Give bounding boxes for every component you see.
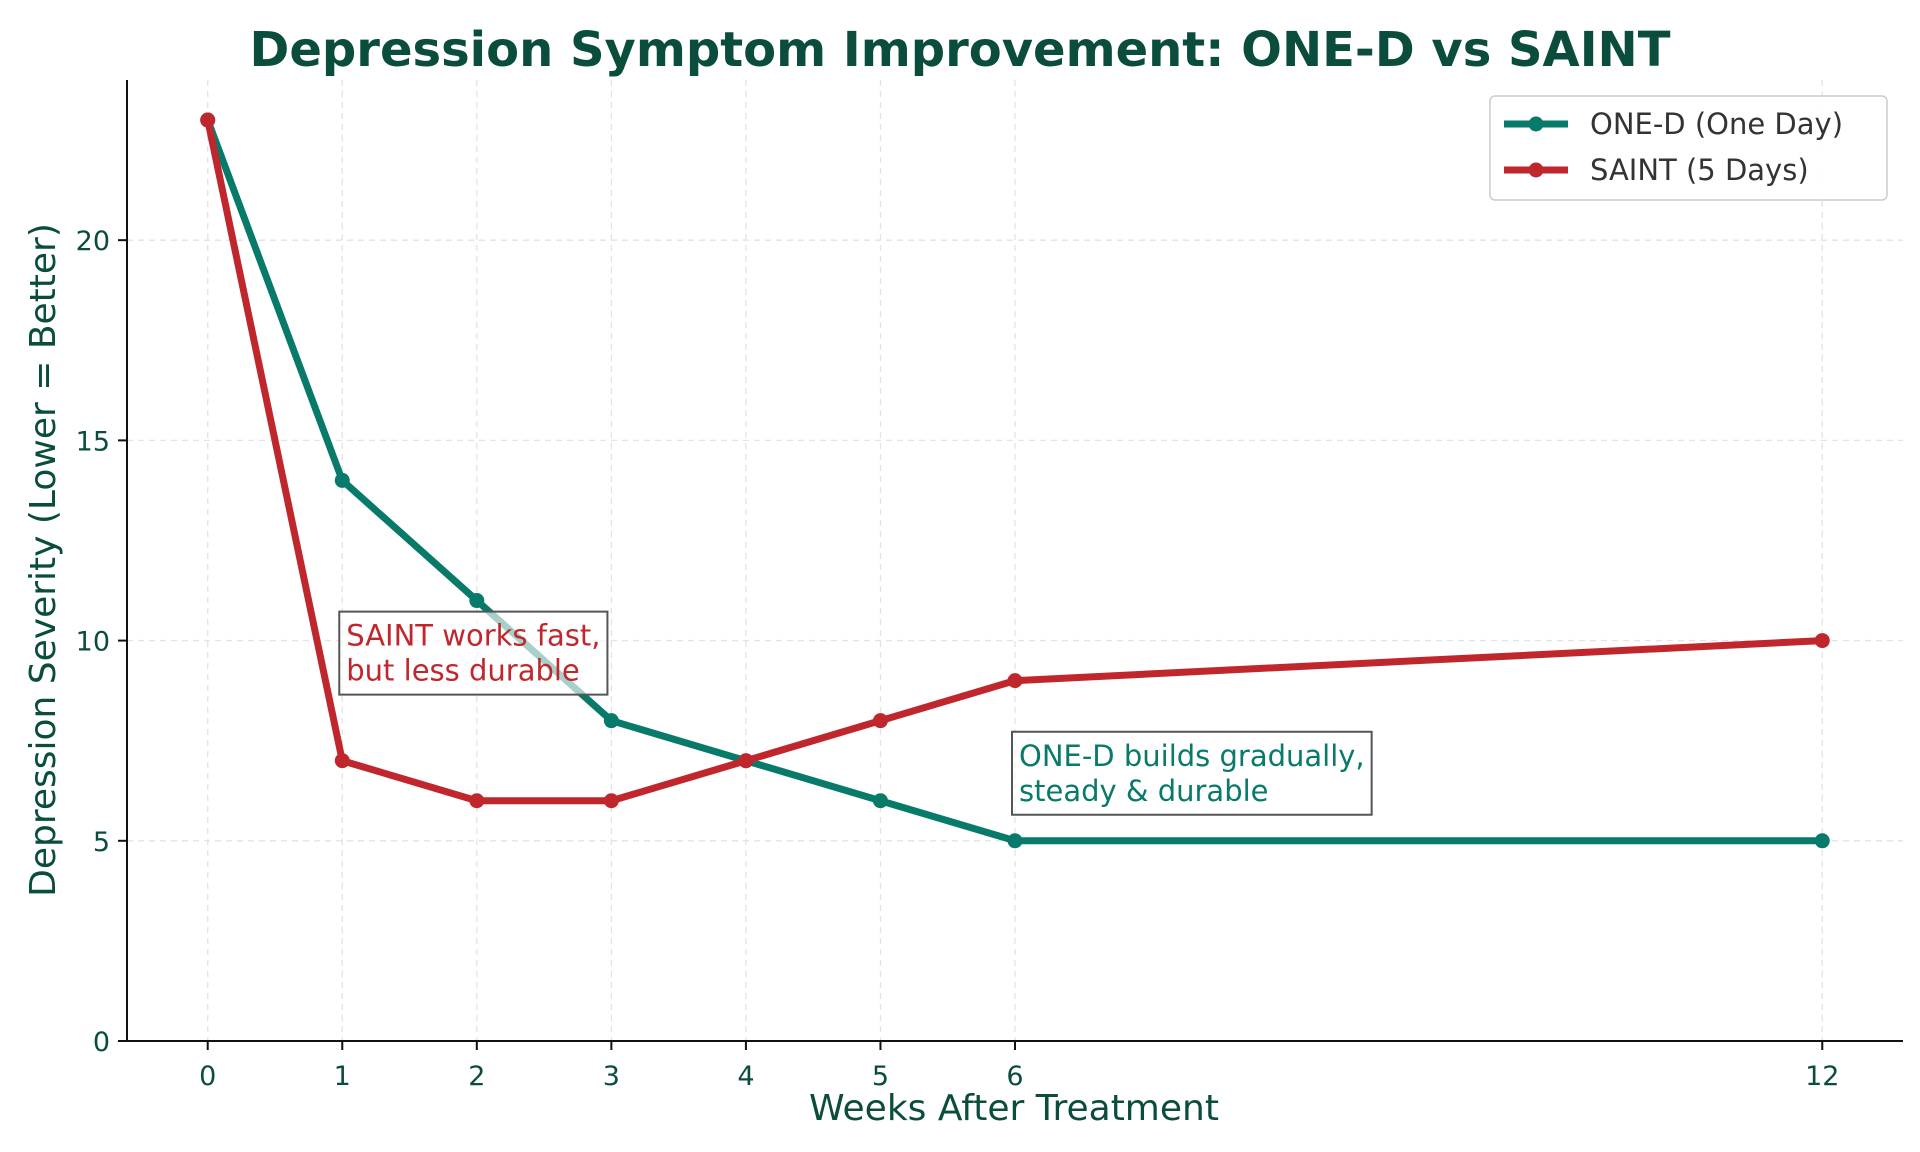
data-point <box>872 713 888 729</box>
data-point <box>200 112 216 128</box>
data-point <box>603 713 619 729</box>
series-saint <box>200 112 1830 809</box>
legend-item-saint: SAINT (5 Days) <box>1504 153 1809 187</box>
legend-label: SAINT (5 Days) <box>1590 153 1809 187</box>
x-axis-label: Weeks After Treatment <box>809 1088 1219 1129</box>
saint-annotation: SAINT works fast,but less durable <box>338 610 609 696</box>
annotation-box <box>1011 730 1373 816</box>
annotations: SAINT works fast,but less durable ONE-D b… <box>338 610 1373 816</box>
data-point <box>334 472 350 488</box>
data-point <box>334 753 350 769</box>
y-tick-label: 20 <box>76 226 110 257</box>
x-tick-label: 6 <box>1006 1061 1023 1092</box>
legend-marker <box>1528 162 1544 178</box>
data-point <box>1007 673 1023 689</box>
data-point <box>872 793 888 809</box>
data-point <box>1814 833 1830 849</box>
chart-title: Depression Symptom Improvement: ONE-D vs… <box>250 22 1671 78</box>
data-point <box>469 793 485 809</box>
y-tick-label: 10 <box>76 627 110 658</box>
y-tick-label: 0 <box>93 1027 110 1058</box>
series-lines <box>200 112 1830 849</box>
legend-label: ONE-D (One Day) <box>1590 107 1843 141</box>
one-d-annotation: ONE-D builds gradually,steady & durable <box>1011 730 1373 816</box>
legend-box <box>1489 95 1888 201</box>
x-tick-label: 12 <box>1805 1061 1839 1092</box>
x-tick-label: 0 <box>199 1061 216 1092</box>
x-tick-label: 1 <box>334 1061 351 1092</box>
data-point <box>1007 833 1023 849</box>
data-point <box>1814 633 1830 649</box>
grid <box>127 80 1903 1041</box>
x-tick-label: 4 <box>737 1061 754 1092</box>
y-tick-label: 15 <box>76 426 110 457</box>
series-line <box>204 116 1826 845</box>
series-line <box>204 116 1826 805</box>
x-tick-label: 2 <box>468 1061 485 1092</box>
annotation-text: SAINT works fast, <box>346 619 600 653</box>
data-point <box>603 793 619 809</box>
data-point <box>738 753 754 769</box>
annotation-text: steady & durable <box>1019 774 1269 808</box>
x-tick-label: 3 <box>603 1061 620 1092</box>
annotation-text: ONE-D builds gradually, <box>1019 739 1365 773</box>
y-tick-label: 5 <box>93 827 110 858</box>
annotation-text: but less durable <box>346 654 580 688</box>
legend-marker <box>1528 116 1544 132</box>
legend: ONE-D (One Day) SAINT (5 Days) <box>1489 95 1888 201</box>
data-point <box>469 593 485 609</box>
y-axis-label: Depression Severity (Lower = Better) <box>23 223 64 897</box>
x-tick-label: 5 <box>872 1061 889 1092</box>
legend-item-one-d: ONE-D (One Day) <box>1504 107 1843 141</box>
annotation-box <box>338 610 609 696</box>
